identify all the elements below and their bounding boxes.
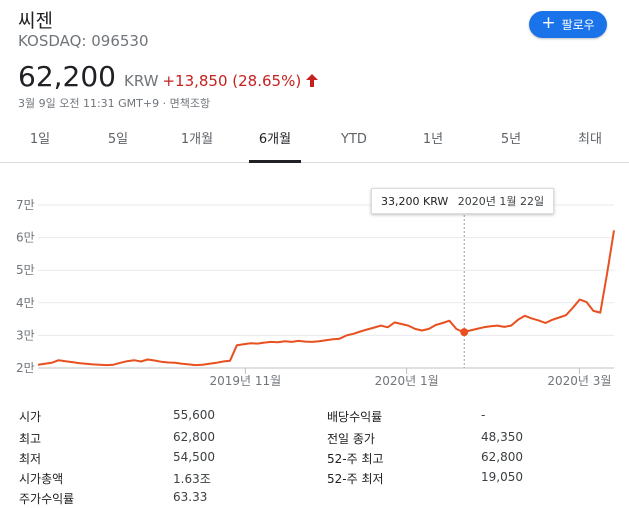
y-axis-ticks: 7만 6만 5만 4만 3만 2만 (16, 198, 35, 375)
stat-label: 시가 (19, 410, 42, 424)
arrow-up-icon (306, 74, 319, 87)
x-tick-label: 2019년 11월 (210, 374, 282, 388)
tab-5d[interactable]: 5일 (107, 132, 129, 147)
tooltip-price: 33,200 KRW (381, 195, 449, 208)
price-row: 62,200 KRW +13,850 (28.65%) (18, 60, 319, 93)
y-tick-label: 2만 (16, 361, 35, 375)
stat-value: 54,500 (173, 450, 215, 464)
stat-label: 최고 (19, 432, 42, 446)
quote-meta: 3월 9일 오전 11:31 GMT+9 · 면책조항 (18, 97, 211, 110)
y-tick-label: 6만 (16, 231, 35, 245)
follow-label: 팔로우 (561, 18, 595, 32)
tab-1d[interactable]: 1일 (29, 132, 51, 147)
plus-icon: + (541, 13, 556, 33)
price-line (37, 230, 615, 367)
tooltip-date: 2020년 1월 22일 (457, 195, 545, 208)
stat-value: - (481, 408, 486, 422)
price-chart[interactable]: 7만 6만 5만 4만 3만 2만 2019년 11월 2020년 1월 2020년 3월 (0, 176, 629, 396)
stat-value: 62,800 (481, 450, 523, 464)
stat-value: 62,800 (173, 430, 215, 444)
stat-value: 63.33 (173, 490, 208, 504)
current-price: 62,200 (18, 60, 116, 93)
y-tick-label: 4만 (16, 296, 35, 310)
stat-label: 전일 종가 (327, 432, 375, 446)
stat-label: 시가총액 (19, 472, 64, 486)
x-tick-label: 2020년 3월 (547, 374, 611, 388)
stat-label: 52-주 최저 (327, 472, 384, 486)
chart-grid (38, 204, 614, 369)
stat-value: 48,350 (481, 430, 523, 444)
follow-button[interactable]: + 팔로우 (529, 11, 607, 38)
x-tick-label: 2020년 1월 (375, 374, 439, 388)
stock-ticker: KOSDAQ: 096530 (18, 32, 149, 50)
x-axis-ticks: 2019년 11월 2020년 1월 2020년 3월 (210, 368, 611, 388)
tab-1m[interactable]: 1개월 (180, 132, 214, 147)
y-tick-label: 7만 (16, 198, 35, 212)
stat-value: 55,600 (173, 408, 215, 422)
y-tick-label: 3만 (16, 328, 35, 342)
tab-1y[interactable]: 1년 (422, 132, 444, 147)
tab-ytd[interactable]: YTD (341, 132, 367, 147)
tab-5y[interactable]: 5년 (500, 132, 522, 147)
stock-name: 씨젠 (18, 10, 53, 32)
tab-6m[interactable]: 6개월 (245, 120, 305, 163)
stat-label: 52-주 최고 (327, 452, 384, 466)
hover-point (460, 328, 469, 337)
stat-value: 19,050 (481, 470, 523, 484)
stat-value: 1.63조 (173, 472, 211, 486)
chart-tooltip: 33,200 KRW 2020년 1월 22일 (371, 188, 554, 214)
price-change: +13,850 (28.65%) (162, 72, 302, 90)
stat-label: 배당수익률 (327, 410, 383, 424)
currency-label: KRW (123, 72, 159, 90)
y-tick-label: 5만 (16, 263, 35, 277)
stat-label: 최저 (19, 452, 42, 466)
tab-max[interactable]: 최대 (578, 132, 602, 147)
range-tabs: 1일 5일 1개월 6개월 YTD 1년 5년 최대 (0, 120, 629, 163)
stat-label: 주가수익률 (19, 492, 75, 506)
